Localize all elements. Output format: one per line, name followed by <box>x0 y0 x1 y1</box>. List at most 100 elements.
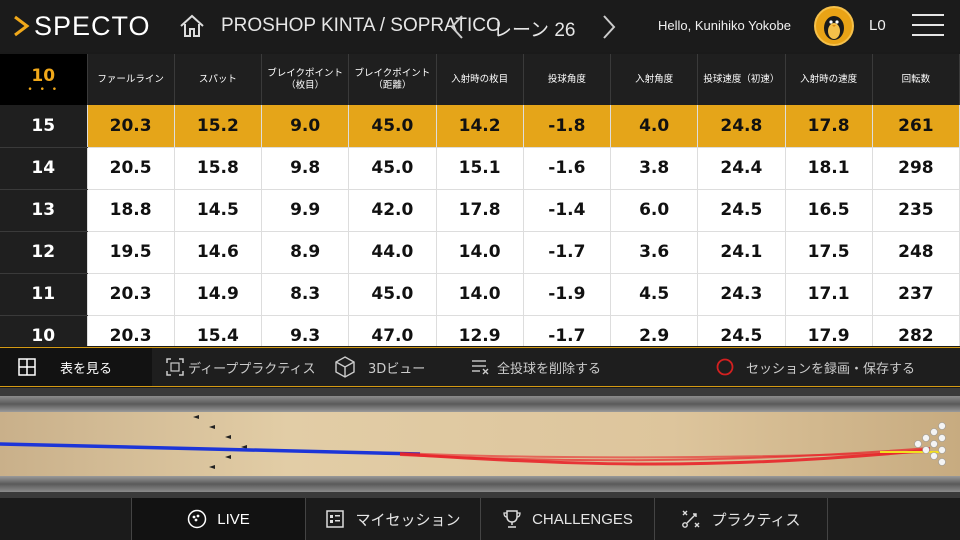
column-header: スパット <box>174 54 263 105</box>
lane-gutter-top <box>0 396 960 412</box>
next-lane-button[interactable] <box>600 14 618 40</box>
specto-logo-icon <box>14 15 30 37</box>
home-button[interactable] <box>178 12 206 40</box>
game-number: 10 <box>31 65 56 86</box>
table-cell: 15.8 <box>174 147 263 190</box>
table-cell: 24.3 <box>697 273 786 316</box>
record-circle-icon <box>716 358 734 376</box>
column-header: 入射時の速度 <box>785 54 873 105</box>
table-cell: 14.9 <box>174 273 263 316</box>
view-table-label: 表を見る <box>60 361 113 377</box>
menu-line-icon <box>912 34 944 36</box>
table-cell: 12.9 <box>436 315 524 346</box>
column-header: 回転数 <box>872 54 960 105</box>
table-cell: 14.5 <box>174 189 263 232</box>
table-cell: 14.6 <box>174 231 263 274</box>
table-header-row: 10 • • • ファールライン スパット ブレイクポイント （枚目） ブレイクポ… <box>0 54 960 105</box>
table-cell: 9.9 <box>261 189 350 232</box>
table-row[interactable]: 10 20.3 15.4 9.3 47.0 12.9 -1.7 2.9 24.5 17.9 282 <box>0 315 960 346</box>
table-cell: 15.1 <box>436 147 524 190</box>
previous-lane-button[interactable] <box>448 14 466 40</box>
user-level: L0 <box>869 17 886 34</box>
penguin-icon <box>824 16 844 40</box>
table-row[interactable]: 11 20.3 14.9 8.3 45.0 14.0 -1.9 4.5 24.3 17.1 237 <box>0 273 960 316</box>
deep-practice-button[interactable]: ディーププラクティス <box>166 348 316 386</box>
table-cell: 24.5 <box>697 189 786 232</box>
bowling-ball-icon <box>187 509 207 529</box>
tab-practice[interactable]: プラクティス <box>654 498 828 540</box>
lane-gutter-bottom <box>0 476 960 492</box>
tab-challenges[interactable]: CHALLENGES <box>480 498 654 540</box>
table-cell: -1.8 <box>523 105 612 148</box>
table-cell: 8.3 <box>261 273 350 316</box>
cube-icon <box>335 356 355 378</box>
game-dots: • • • <box>27 84 60 95</box>
table-cell: 18.1 <box>785 147 873 190</box>
trophy-icon <box>503 510 521 528</box>
menu-line-icon <box>912 14 944 16</box>
lane-title: レーン 26 <box>493 20 576 41</box>
table-cell: 4.0 <box>610 105 699 148</box>
table-cell: -1.7 <box>523 231 612 274</box>
top-header: SPECTO PROSHOP KINTA / SOPRATICO レーン 26 … <box>0 0 960 52</box>
table-cell: 3.6 <box>610 231 699 274</box>
lane-arrows-icon <box>193 415 247 469</box>
delete-all-shots-button[interactable]: 全投球を削除する <box>471 348 601 386</box>
lane-view <box>0 388 960 498</box>
tab-my-session-label: マイセッション <box>355 511 461 529</box>
table-cell: 14.0 <box>436 273 524 316</box>
table-cell: 20.3 <box>87 315 175 346</box>
hamburger-menu-button[interactable] <box>912 14 944 38</box>
table-cell: 2.9 <box>610 315 699 346</box>
table-cell: 261 <box>872 105 960 148</box>
user-avatar[interactable] <box>814 6 854 46</box>
table-cell: 20.3 <box>87 105 175 148</box>
table-cell: 17.1 <box>785 273 873 316</box>
table-cell: 235 <box>872 189 960 232</box>
table-row[interactable]: 14 20.5 15.8 9.8 45.0 15.1 -1.6 3.8 24.4 18.1 298 <box>0 147 960 190</box>
tab-live[interactable]: LIVE <box>131 498 305 540</box>
ball-track-red <box>399 451 931 459</box>
bottom-navigation: LIVE マイセッション CHALLENGES プラクティス <box>0 498 960 540</box>
record-session-label: セッションを録画・保存する <box>746 361 916 377</box>
table-cell: 15.2 <box>174 105 263 148</box>
column-header: ブレイクポイント （距離） <box>348 54 437 105</box>
delete-list-icon <box>472 360 489 375</box>
table-cell: 24.1 <box>697 231 786 274</box>
table-cell: 8.9 <box>261 231 350 274</box>
table-cell: 17.9 <box>785 315 873 346</box>
table-cell: 24.4 <box>697 147 786 190</box>
tab-my-session[interactable]: マイセッション <box>305 498 480 540</box>
table-row[interactable]: 12 19.5 14.6 8.9 44.0 14.0 -1.7 3.6 24.1 17.5 248 <box>0 231 960 274</box>
table-cell: 47.0 <box>348 315 437 346</box>
table-row[interactable]: 15 20.3 15.2 9.0 45.0 14.2 -1.8 4.0 24.8 17.8 261 <box>0 105 960 148</box>
view-table-button[interactable]: 表を見る <box>0 348 152 386</box>
table-cell: 44.0 <box>348 231 437 274</box>
menu-line-icon <box>912 24 944 26</box>
column-header: 入射時の枚目 <box>436 54 524 105</box>
practice-strategy-icon <box>682 510 700 528</box>
table-cell: 17.5 <box>785 231 873 274</box>
record-session-button[interactable]: セッションを録画・保存する <box>716 348 915 386</box>
table-cell: -1.4 <box>523 189 612 232</box>
game-selector[interactable]: 10 • • • <box>0 54 88 105</box>
table-cell: 14.2 <box>436 105 524 148</box>
table-cell: 45.0 <box>348 147 437 190</box>
tab-challenges-label: CHALLENGES <box>532 510 633 528</box>
table-cell: 6.0 <box>610 189 699 232</box>
column-header: 投球角度 <box>523 54 612 105</box>
table-row[interactable]: 13 18.8 14.5 9.9 42.0 17.8 -1.4 6.0 24.5 16.5 235 <box>0 189 960 232</box>
table-cell: -1.7 <box>523 315 612 346</box>
column-header: 入射角度 <box>610 54 699 105</box>
action-toolbar: 表を見る ディーププラクティス 3Dビュー 全投球を削除する セッションを録画・… <box>0 347 960 387</box>
frame-number-cell: 10 <box>0 315 88 346</box>
frame-number-cell: 13 <box>0 189 88 232</box>
table-cell: 45.0 <box>348 105 437 148</box>
table-cell: 248 <box>872 231 960 274</box>
column-header: ファールライン <box>87 54 175 105</box>
frame-number-cell: 11 <box>0 273 88 316</box>
table-cell: 18.8 <box>87 189 175 232</box>
table-cell: 9.8 <box>261 147 350 190</box>
table-cell: 17.8 <box>785 105 873 148</box>
view-3d-button[interactable]: 3Dビュー <box>334 348 425 386</box>
